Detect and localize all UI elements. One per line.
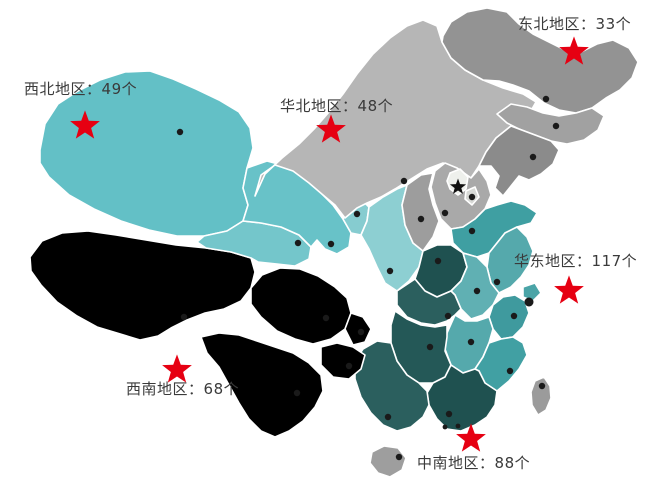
region-count: 49个 <box>101 80 138 98</box>
province-guangdong <box>426 364 498 432</box>
capital-dot <box>468 193 476 201</box>
region-separator: ： <box>86 80 102 98</box>
region-name: 西南地区 <box>126 380 189 398</box>
capital-dot <box>467 338 475 346</box>
capital-dot <box>552 122 560 130</box>
province-yunnan <box>200 332 324 438</box>
region-name: 东北地区 <box>518 15 581 33</box>
capital-dot <box>441 209 449 217</box>
region-name: 华东地区 <box>514 252 577 270</box>
region-separator: ： <box>188 380 204 398</box>
province-hainan <box>369 445 407 478</box>
region-count: 68个 <box>203 380 240 398</box>
capital-dot <box>357 328 365 336</box>
region-star <box>316 114 346 143</box>
capital-dot <box>444 312 452 320</box>
region-count: 33个 <box>595 15 632 33</box>
capital-dot <box>455 423 461 429</box>
region-label-east: 华东地区：117个 <box>514 251 637 271</box>
capital-dot <box>445 410 453 418</box>
region-separator: ： <box>479 454 495 472</box>
capital-dot <box>426 343 434 351</box>
capital-dot <box>345 362 353 370</box>
capital-dot <box>524 297 534 307</box>
capital-dot <box>353 210 361 218</box>
region-count: 88个 <box>494 454 531 472</box>
region-stars-layer <box>70 36 589 452</box>
region-count: 48个 <box>357 97 394 115</box>
region-separator: ： <box>580 15 596 33</box>
region-star <box>554 275 584 304</box>
province-guizhou <box>320 342 366 380</box>
capital-dot <box>327 240 335 248</box>
province-shanghai <box>522 282 542 302</box>
region-name: 华北地区 <box>280 97 343 115</box>
province-hubei <box>396 278 462 326</box>
capital-dot <box>400 177 408 185</box>
capital-dot <box>442 424 448 430</box>
capital-dot <box>473 287 481 295</box>
capital-dot <box>384 413 392 421</box>
region-label-southwest: 西南地区：68个 <box>126 379 239 399</box>
capital-dot <box>417 215 425 223</box>
beijing-capital-star <box>449 178 467 194</box>
capital-dots-layer <box>176 95 560 461</box>
region-name: 中南地区 <box>417 454 480 472</box>
capital-dot <box>293 389 301 397</box>
region-label-north: 华北地区：48个 <box>280 96 393 116</box>
capital-dot <box>468 227 476 235</box>
region-label-northeast: 东北地区：33个 <box>518 14 631 34</box>
capital-dot <box>395 453 403 461</box>
capital-dot <box>322 314 330 322</box>
capital-dot <box>510 312 518 320</box>
region-star <box>162 354 192 383</box>
region-star <box>559 36 589 65</box>
province-shanxi <box>401 172 440 252</box>
province-taiwan <box>530 376 552 416</box>
region-star <box>70 110 100 139</box>
province-chongqing <box>344 312 372 346</box>
capital-dot <box>294 239 302 247</box>
capital-dot <box>493 278 501 286</box>
capital-dot <box>542 95 550 103</box>
province-liaoning <box>478 125 560 197</box>
region-separator: ： <box>342 97 358 115</box>
region-label-central-south: 中南地区：88个 <box>417 453 530 473</box>
capital-dot <box>529 153 537 161</box>
province-tibet <box>29 230 256 341</box>
region-label-northwest: 西北地区：49个 <box>24 79 137 99</box>
capital-dot <box>506 367 514 375</box>
region-count: 117个 <box>591 252 638 270</box>
capital-dot <box>180 313 188 321</box>
capital-dot <box>434 257 442 265</box>
capital-dot <box>176 128 184 136</box>
province-heilongjiang <box>441 7 639 114</box>
province-anhui <box>450 252 500 320</box>
region-name: 西北地区 <box>24 80 87 98</box>
capital-dot <box>538 382 546 390</box>
capital-dot <box>386 267 394 275</box>
region-separator: ： <box>576 252 592 270</box>
province-sichuan <box>250 267 352 345</box>
region-star <box>456 423 486 452</box>
